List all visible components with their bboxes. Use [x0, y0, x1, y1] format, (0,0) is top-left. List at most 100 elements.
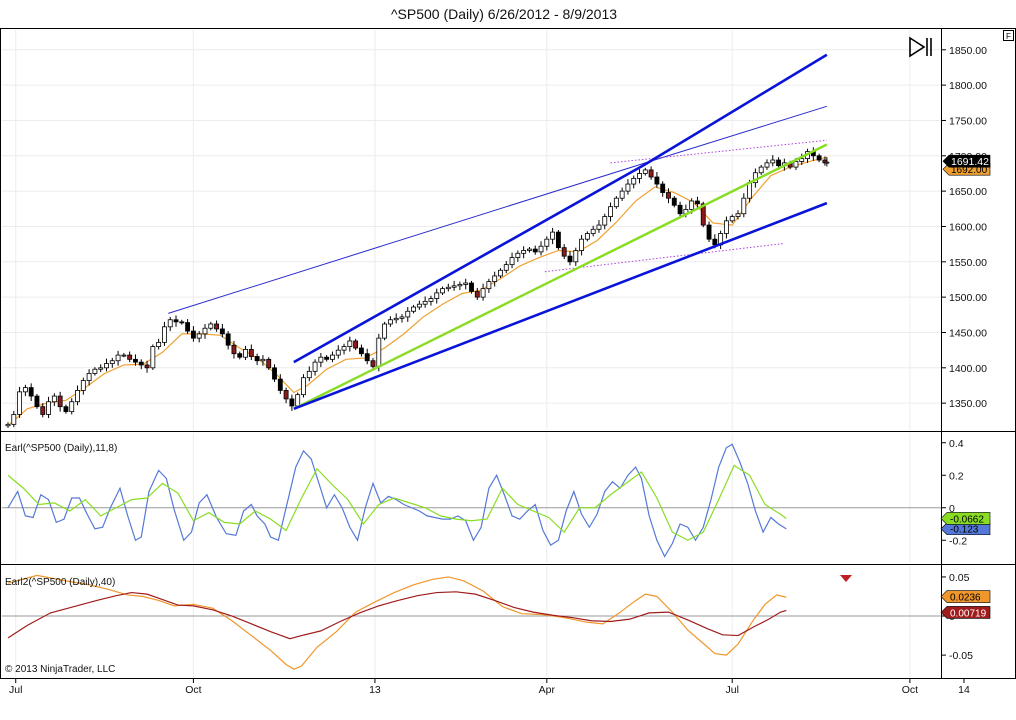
candle-body [295, 394, 301, 407]
earl-panel-label: Earl(^SP500 (Daily),11,8) [5, 443, 117, 454]
price-candle [335, 345, 341, 359]
price-candle [272, 364, 277, 382]
price-candle [393, 313, 399, 324]
earl2-panel-label: Earl2(^SP500 (Daily),40) [5, 577, 115, 588]
candle-body [150, 346, 156, 369]
candle-body [272, 367, 277, 380]
candle-body [214, 323, 220, 330]
price-candle [613, 196, 619, 209]
price-candle [121, 352, 127, 358]
price-candle [312, 359, 318, 376]
candle-body [521, 250, 527, 254]
price-candle [69, 398, 75, 415]
candle-body [237, 353, 243, 358]
price-candle [567, 251, 573, 266]
candle-body [532, 248, 538, 253]
price-candle [17, 386, 23, 418]
price-candle [550, 227, 556, 245]
candle-body [318, 356, 324, 363]
candle-body [816, 155, 822, 161]
price-axis-tick-label: 1750.00 [949, 115, 987, 127]
earl2-slow-value-tag [940, 606, 991, 619]
price-candle [457, 281, 463, 291]
candle-body [353, 340, 359, 349]
candle-body [399, 316, 405, 319]
candle-body [793, 161, 799, 168]
price-candle [254, 353, 260, 365]
candle-body [393, 317, 399, 321]
candle-body [625, 183, 631, 192]
price-candle [358, 344, 364, 357]
earl2-fast-line [7, 574, 787, 670]
price-candle [22, 384, 28, 397]
candle-body [133, 358, 138, 363]
candle-body [277, 378, 283, 391]
price-plot [5, 53, 830, 428]
price-candle [11, 410, 17, 428]
price-candle [57, 391, 63, 412]
candle-body [324, 356, 330, 360]
price-candle [469, 280, 474, 294]
candle-body [579, 238, 585, 251]
candle-body [654, 176, 660, 185]
play-to-end-icon[interactable] [909, 36, 932, 58]
price-candle [80, 377, 86, 395]
candle-body [69, 401, 75, 413]
candle-body [509, 257, 515, 266]
candle-body [231, 344, 237, 355]
time-axis-tick-label: 13 [369, 684, 381, 696]
thin-trend-line [168, 105, 827, 314]
price-candle [625, 179, 631, 195]
candle-body [689, 200, 695, 210]
price-candle [538, 241, 544, 256]
candle-body [666, 192, 671, 199]
earl2-slow-line [7, 591, 787, 640]
candle-body [248, 349, 254, 357]
price-candle [173, 315, 179, 327]
candle-body [196, 333, 202, 339]
candle-body [301, 377, 306, 396]
ma-value-tag-text: 1692.00 [951, 165, 988, 176]
candle-body [445, 286, 451, 290]
candle-body [706, 224, 712, 240]
candle-body [422, 300, 428, 305]
candle-body [86, 373, 92, 381]
price-candle [816, 153, 822, 163]
candle-body [596, 224, 602, 230]
corner-box[interactable] [1003, 30, 1014, 41]
price-candle [619, 187, 625, 202]
price-candle [515, 250, 521, 262]
candle-body [57, 395, 63, 408]
candle-body [173, 319, 179, 323]
price-candle [353, 338, 359, 351]
time-axis-tick-label: Oct [902, 684, 918, 696]
price-candle [573, 247, 579, 267]
price-axis-tick-label: 1650.00 [949, 186, 987, 198]
candle-body [723, 220, 729, 234]
candle-body [387, 319, 393, 325]
price-candle [150, 344, 156, 370]
earl2-fast-value-tag-text: 0.0236 [950, 593, 981, 604]
candle-body [799, 158, 805, 162]
price-candle [86, 369, 92, 386]
earl2-plot [2, 574, 941, 670]
candle-body [480, 288, 486, 298]
candle-body [156, 341, 162, 348]
price-candle [104, 358, 109, 372]
price-candle [631, 175, 637, 189]
earl-axis-tick-label: 0.4 [949, 438, 964, 450]
candle-body [527, 248, 532, 251]
candle-body [63, 406, 69, 413]
price-candle [561, 244, 567, 259]
candle-body [260, 358, 266, 362]
price-candle [445, 283, 451, 292]
price-candle [185, 319, 191, 334]
candle-body [283, 390, 289, 400]
price-candle [799, 153, 805, 165]
candle-body [51, 395, 57, 403]
price-candle [758, 164, 764, 175]
candle-body [700, 203, 706, 226]
price-candle [555, 230, 561, 250]
price-candle [824, 157, 830, 167]
